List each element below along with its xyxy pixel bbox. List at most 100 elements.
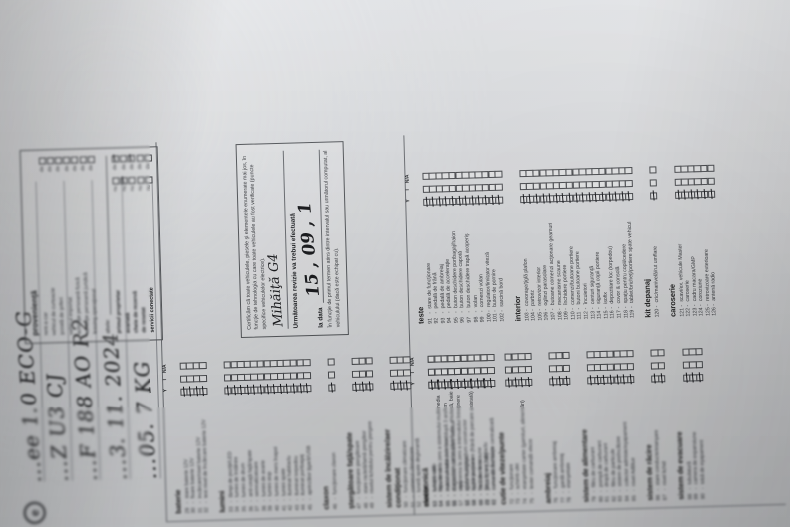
checkbox-i[interactable] bbox=[524, 365, 533, 374]
option-da[interactable]: da bbox=[111, 155, 120, 170]
option-da[interactable]: da bbox=[79, 156, 88, 171]
checkbox-y[interactable] bbox=[658, 374, 666, 383]
checkbox-i[interactable] bbox=[626, 362, 635, 371]
checkbox-i[interactable] bbox=[707, 177, 715, 185]
option-label: da bbox=[112, 164, 119, 171]
checkbox-i[interactable] bbox=[624, 179, 633, 188]
item-dash: - bbox=[629, 306, 636, 309]
certificate-footnote: În funcţie de primul termen atins dintre… bbox=[322, 150, 342, 328]
option-checkbox[interactable] bbox=[54, 156, 63, 165]
option-checkbox[interactable] bbox=[63, 156, 71, 164]
checkbox-n-a[interactable] bbox=[649, 165, 657, 174]
checkbox-y[interactable] bbox=[480, 379, 489, 388]
section-claxon: claxon 46- funcţionare claxon bbox=[319, 391, 339, 510]
checkbox-i[interactable] bbox=[303, 371, 311, 380]
option-checkbox[interactable] bbox=[128, 176, 137, 184]
signature-line[interactable]: Mihăiţă G4 bbox=[266, 150, 289, 330]
option-checkbox[interactable] bbox=[87, 156, 95, 164]
checkbox-i[interactable] bbox=[649, 178, 658, 187]
checkbox-n-a[interactable] bbox=[626, 349, 634, 358]
checkbox-row bbox=[494, 165, 503, 204]
option-checkbox[interactable] bbox=[136, 154, 144, 162]
checkbox-n-a[interactable] bbox=[198, 361, 207, 370]
option-da[interactable]: da bbox=[144, 154, 153, 169]
checkbox-row bbox=[695, 342, 704, 382]
option-checkbox[interactable] bbox=[38, 157, 46, 165]
column-header: Y bbox=[405, 199, 412, 203]
checkbox-i[interactable] bbox=[487, 366, 495, 375]
option-nu[interactable]: nu bbox=[112, 176, 121, 192]
option-da[interactable]: da bbox=[87, 156, 96, 171]
checkbox-group-kit-depanaj bbox=[649, 160, 658, 200]
item-dash: - bbox=[307, 498, 314, 501]
garantie-options: nu da bbox=[144, 154, 154, 191]
checkbox-i[interactable] bbox=[695, 360, 704, 369]
checkbox-n-a[interactable] bbox=[657, 348, 666, 357]
checkbox-n-a[interactable] bbox=[695, 347, 703, 356]
checkbox-n-a[interactable] bbox=[365, 356, 373, 365]
option-checkbox[interactable] bbox=[128, 154, 136, 163]
checkbox-n-a[interactable] bbox=[524, 352, 532, 361]
option-checkbox[interactable] bbox=[112, 176, 120, 185]
option-da[interactable]: da bbox=[128, 154, 137, 170]
altele-input[interactable] bbox=[99, 155, 112, 315]
option-checkbox[interactable] bbox=[111, 155, 120, 163]
checkbox-n-a[interactable] bbox=[302, 358, 311, 367]
checkbox-y[interactable] bbox=[626, 375, 635, 384]
checkbox-n-a[interactable] bbox=[327, 358, 335, 366]
checkbox-i[interactable] bbox=[562, 364, 571, 373]
checkbox-i[interactable] bbox=[365, 369, 374, 378]
provenienta-options: da bbox=[79, 156, 88, 171]
section-incalzire: sistem de încălzire/aer condiţionat 50- fu… bbox=[381, 389, 424, 508]
provenienta-options: da bbox=[54, 156, 63, 172]
checkbox-i[interactable] bbox=[327, 371, 336, 379]
option-da[interactable]: da bbox=[119, 155, 128, 170]
checkbox-y[interactable] bbox=[495, 196, 503, 204]
checkbox-n-a[interactable] bbox=[494, 170, 503, 178]
checkbox-y[interactable] bbox=[707, 190, 716, 198]
option-checkbox[interactable] bbox=[137, 176, 145, 184]
checkbox-n-a[interactable] bbox=[706, 164, 715, 172]
option-nu[interactable]: nu bbox=[120, 176, 129, 192]
provenienta-options: da bbox=[38, 157, 47, 172]
checkbox-n-a[interactable] bbox=[479, 353, 488, 362]
option-checkbox[interactable] bbox=[145, 176, 153, 184]
section-motor: motor 63- schimb ulei 64- filtru de ulei 65- n… bbox=[418, 387, 498, 507]
option-nu[interactable]: nu bbox=[128, 176, 137, 191]
checkbox-y[interactable] bbox=[695, 373, 704, 382]
option-nu[interactable]: nu bbox=[145, 176, 154, 191]
option-nu[interactable]: nu bbox=[136, 176, 145, 191]
checkbox-y[interactable] bbox=[524, 378, 533, 387]
checkbox-i[interactable] bbox=[657, 361, 666, 370]
option-da[interactable]: da bbox=[71, 156, 80, 171]
option-da[interactable]: da bbox=[38, 157, 47, 172]
checkbox-n-a[interactable] bbox=[486, 353, 495, 362]
checkbox-y[interactable] bbox=[303, 384, 312, 393]
checkbox-y[interactable] bbox=[625, 192, 633, 201]
item-dash: - bbox=[491, 493, 498, 496]
option-da[interactable]: da bbox=[136, 154, 145, 170]
checkbox-i[interactable] bbox=[199, 374, 207, 383]
checkbox-y[interactable] bbox=[562, 377, 571, 386]
checkbox-i[interactable] bbox=[494, 183, 503, 191]
checkbox-y[interactable] bbox=[328, 384, 336, 392]
item-number: 45 bbox=[307, 504, 314, 511]
option-checkbox[interactable] bbox=[120, 155, 128, 163]
option-da[interactable]: da bbox=[54, 156, 63, 172]
checkbox-y[interactable] bbox=[365, 382, 374, 391]
checkbox-group-alimentare bbox=[586, 344, 635, 385]
checkbox-y[interactable] bbox=[199, 387, 208, 396]
date-input[interactable]: 15 , 09 , 1 bbox=[295, 149, 324, 304]
checkbox-y[interactable] bbox=[650, 191, 658, 200]
column-header: I bbox=[404, 189, 411, 191]
checkbox-i[interactable] bbox=[480, 366, 488, 375]
checkbox-n-a[interactable] bbox=[624, 166, 633, 175]
option-checkbox[interactable] bbox=[46, 157, 54, 165]
checkbox-n-a[interactable] bbox=[562, 351, 570, 360]
option-da[interactable]: da bbox=[62, 156, 71, 172]
option-checkbox[interactable] bbox=[79, 156, 87, 164]
option-checkbox[interactable] bbox=[71, 156, 79, 164]
option-da[interactable]: da bbox=[46, 157, 55, 172]
option-checkbox[interactable] bbox=[144, 154, 152, 162]
option-checkbox[interactable] bbox=[120, 176, 128, 184]
